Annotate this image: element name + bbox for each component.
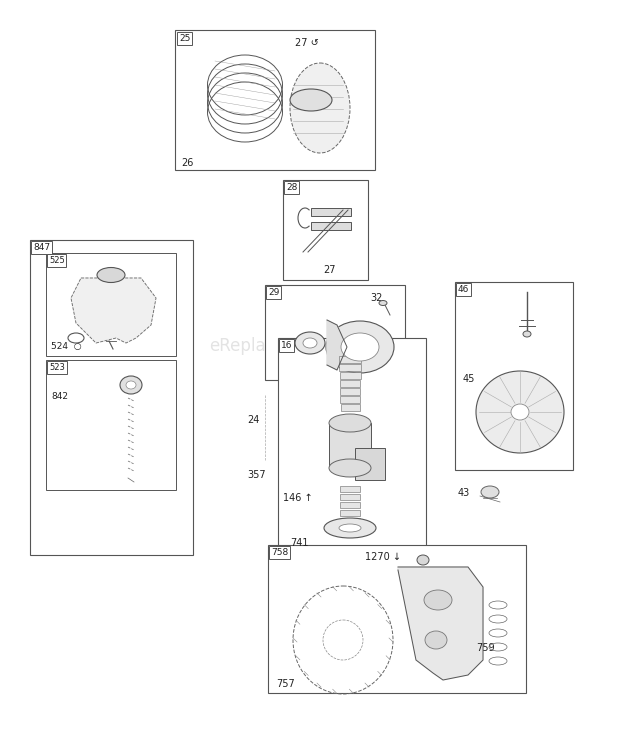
- Bar: [30, 240, 193, 555]
- Text: 847: 847: [33, 243, 50, 252]
- Bar: [340, 372, 360, 379]
- Text: 27: 27: [323, 265, 335, 275]
- Ellipse shape: [290, 63, 350, 153]
- Text: 32: 32: [370, 293, 383, 303]
- Text: 26: 26: [181, 158, 193, 168]
- Bar: [340, 388, 360, 395]
- Text: 16: 16: [281, 341, 293, 350]
- Text: 759: 759: [476, 643, 495, 653]
- Ellipse shape: [120, 376, 142, 394]
- Ellipse shape: [326, 321, 394, 373]
- Text: 25: 25: [179, 34, 190, 43]
- Bar: [340, 486, 360, 492]
- Text: eReplacementParts.com: eReplacementParts.com: [209, 337, 411, 355]
- Ellipse shape: [324, 518, 376, 538]
- Bar: [340, 380, 360, 387]
- Bar: [311, 208, 351, 216]
- Text: 24: 24: [247, 415, 259, 425]
- Ellipse shape: [339, 524, 361, 532]
- Bar: [339, 356, 361, 363]
- Ellipse shape: [379, 301, 387, 306]
- Text: 842: 842: [51, 392, 68, 401]
- Bar: [340, 510, 360, 516]
- Text: 46: 46: [458, 285, 469, 294]
- Text: 523: 523: [49, 363, 65, 372]
- Ellipse shape: [424, 590, 452, 610]
- Bar: [340, 502, 360, 508]
- Text: 357: 357: [247, 470, 265, 480]
- Bar: [340, 396, 360, 403]
- Bar: [311, 222, 351, 230]
- Ellipse shape: [523, 331, 531, 337]
- Bar: [340, 494, 360, 500]
- Bar: [339, 364, 361, 371]
- Text: 28: 28: [286, 183, 298, 192]
- Text: 757: 757: [276, 679, 294, 689]
- Ellipse shape: [295, 332, 325, 354]
- Text: 45: 45: [463, 374, 476, 384]
- Text: 27 ↺: 27 ↺: [295, 38, 319, 48]
- Text: 43: 43: [458, 488, 470, 498]
- Text: 525: 525: [49, 256, 64, 265]
- Polygon shape: [71, 278, 156, 343]
- Bar: [340, 518, 360, 524]
- Ellipse shape: [329, 414, 371, 432]
- Bar: [46, 253, 176, 356]
- Bar: [283, 180, 368, 280]
- Bar: [340, 404, 360, 411]
- Ellipse shape: [303, 338, 317, 348]
- Ellipse shape: [126, 381, 136, 389]
- Ellipse shape: [290, 89, 332, 111]
- Ellipse shape: [329, 459, 371, 477]
- Text: 524  ○: 524 ○: [51, 342, 82, 351]
- Bar: [175, 30, 375, 170]
- Text: 146 ↑: 146 ↑: [283, 493, 312, 503]
- Text: 758: 758: [271, 548, 288, 557]
- Polygon shape: [327, 320, 347, 370]
- Text: 29: 29: [268, 288, 280, 297]
- Bar: [329, 423, 371, 468]
- Bar: [355, 448, 385, 480]
- Ellipse shape: [511, 404, 529, 420]
- Text: 741: 741: [290, 538, 309, 548]
- Text: 1270 ↓: 1270 ↓: [365, 552, 401, 562]
- Bar: [455, 282, 573, 470]
- Ellipse shape: [97, 268, 125, 283]
- Bar: [265, 285, 405, 380]
- Ellipse shape: [481, 486, 499, 498]
- Ellipse shape: [341, 333, 379, 361]
- Polygon shape: [398, 567, 483, 680]
- Bar: [46, 360, 176, 490]
- Bar: [268, 545, 526, 693]
- Bar: [278, 338, 426, 553]
- Ellipse shape: [476, 371, 564, 453]
- Ellipse shape: [417, 555, 429, 565]
- Ellipse shape: [425, 631, 447, 649]
